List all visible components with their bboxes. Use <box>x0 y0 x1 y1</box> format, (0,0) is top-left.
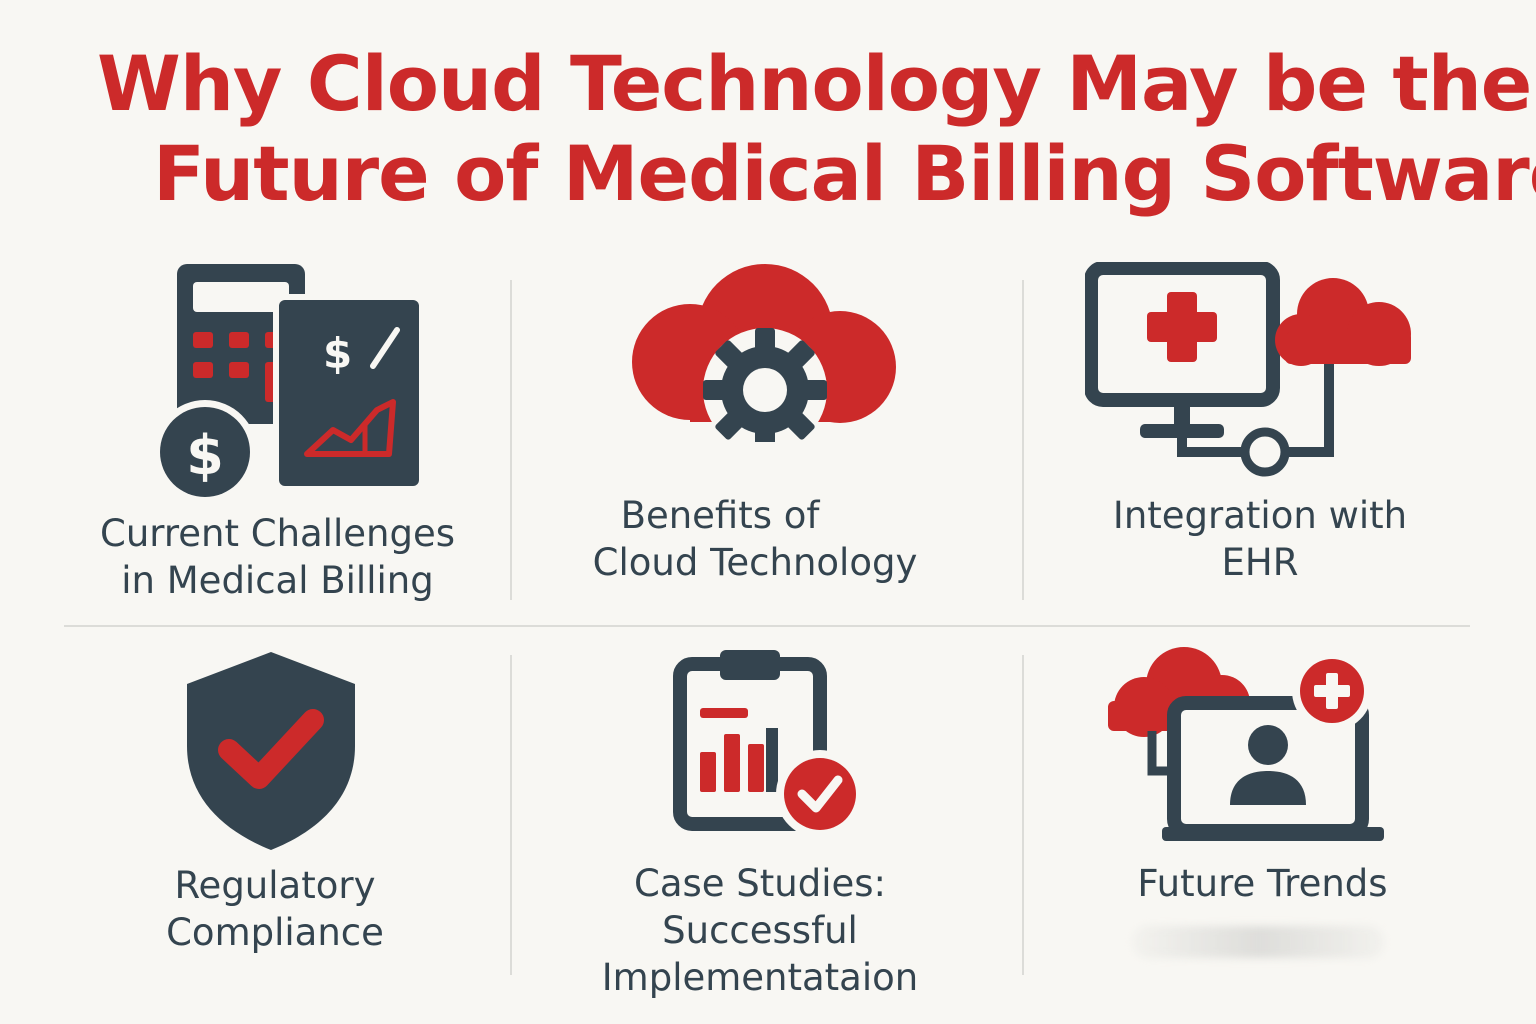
divider-vertical <box>1022 280 1024 600</box>
blurred-text-placeholder <box>1132 926 1384 958</box>
section-label-line: Implementataion <box>601 956 919 999</box>
divider-vertical <box>1022 655 1024 975</box>
section-label-line: Cloud Technology <box>592 541 918 584</box>
cloud-laptop-telehealth-icon <box>1108 647 1384 841</box>
cloud-gear-icon <box>632 264 896 442</box>
divider-vertical <box>510 655 512 975</box>
monitor-medical-cloud-icon <box>1085 262 1411 477</box>
section-label-line: Benefits of <box>620 494 820 537</box>
section-label-line: in Medical Billing <box>121 559 434 602</box>
section-label-line: EHR <box>1221 541 1299 584</box>
title-line-1: Why Cloud Technology May be the <box>97 39 1532 128</box>
section-label-line: Integration with <box>1112 494 1408 537</box>
section-label-line: Future Trends <box>1137 862 1388 905</box>
divider-vertical <box>510 280 512 600</box>
svg-text:$: $ <box>186 424 224 487</box>
section-label-line: Current Challenges <box>100 512 455 555</box>
section-label-line: Case Studies: <box>633 862 887 905</box>
clipboard-chart-check-icon <box>673 650 864 833</box>
title-line-2: Future of Medical Billing Software <box>153 129 1536 218</box>
divider-horizontal <box>64 625 1470 627</box>
calculator-finance-icon: $ $ <box>155 264 423 502</box>
section-label-line: Compliance <box>166 911 384 954</box>
shield-check-icon <box>187 652 355 850</box>
svg-text:$: $ <box>323 329 352 378</box>
section-label-line: Regulatory <box>174 864 376 907</box>
section-label-line: Successful <box>662 909 858 952</box>
